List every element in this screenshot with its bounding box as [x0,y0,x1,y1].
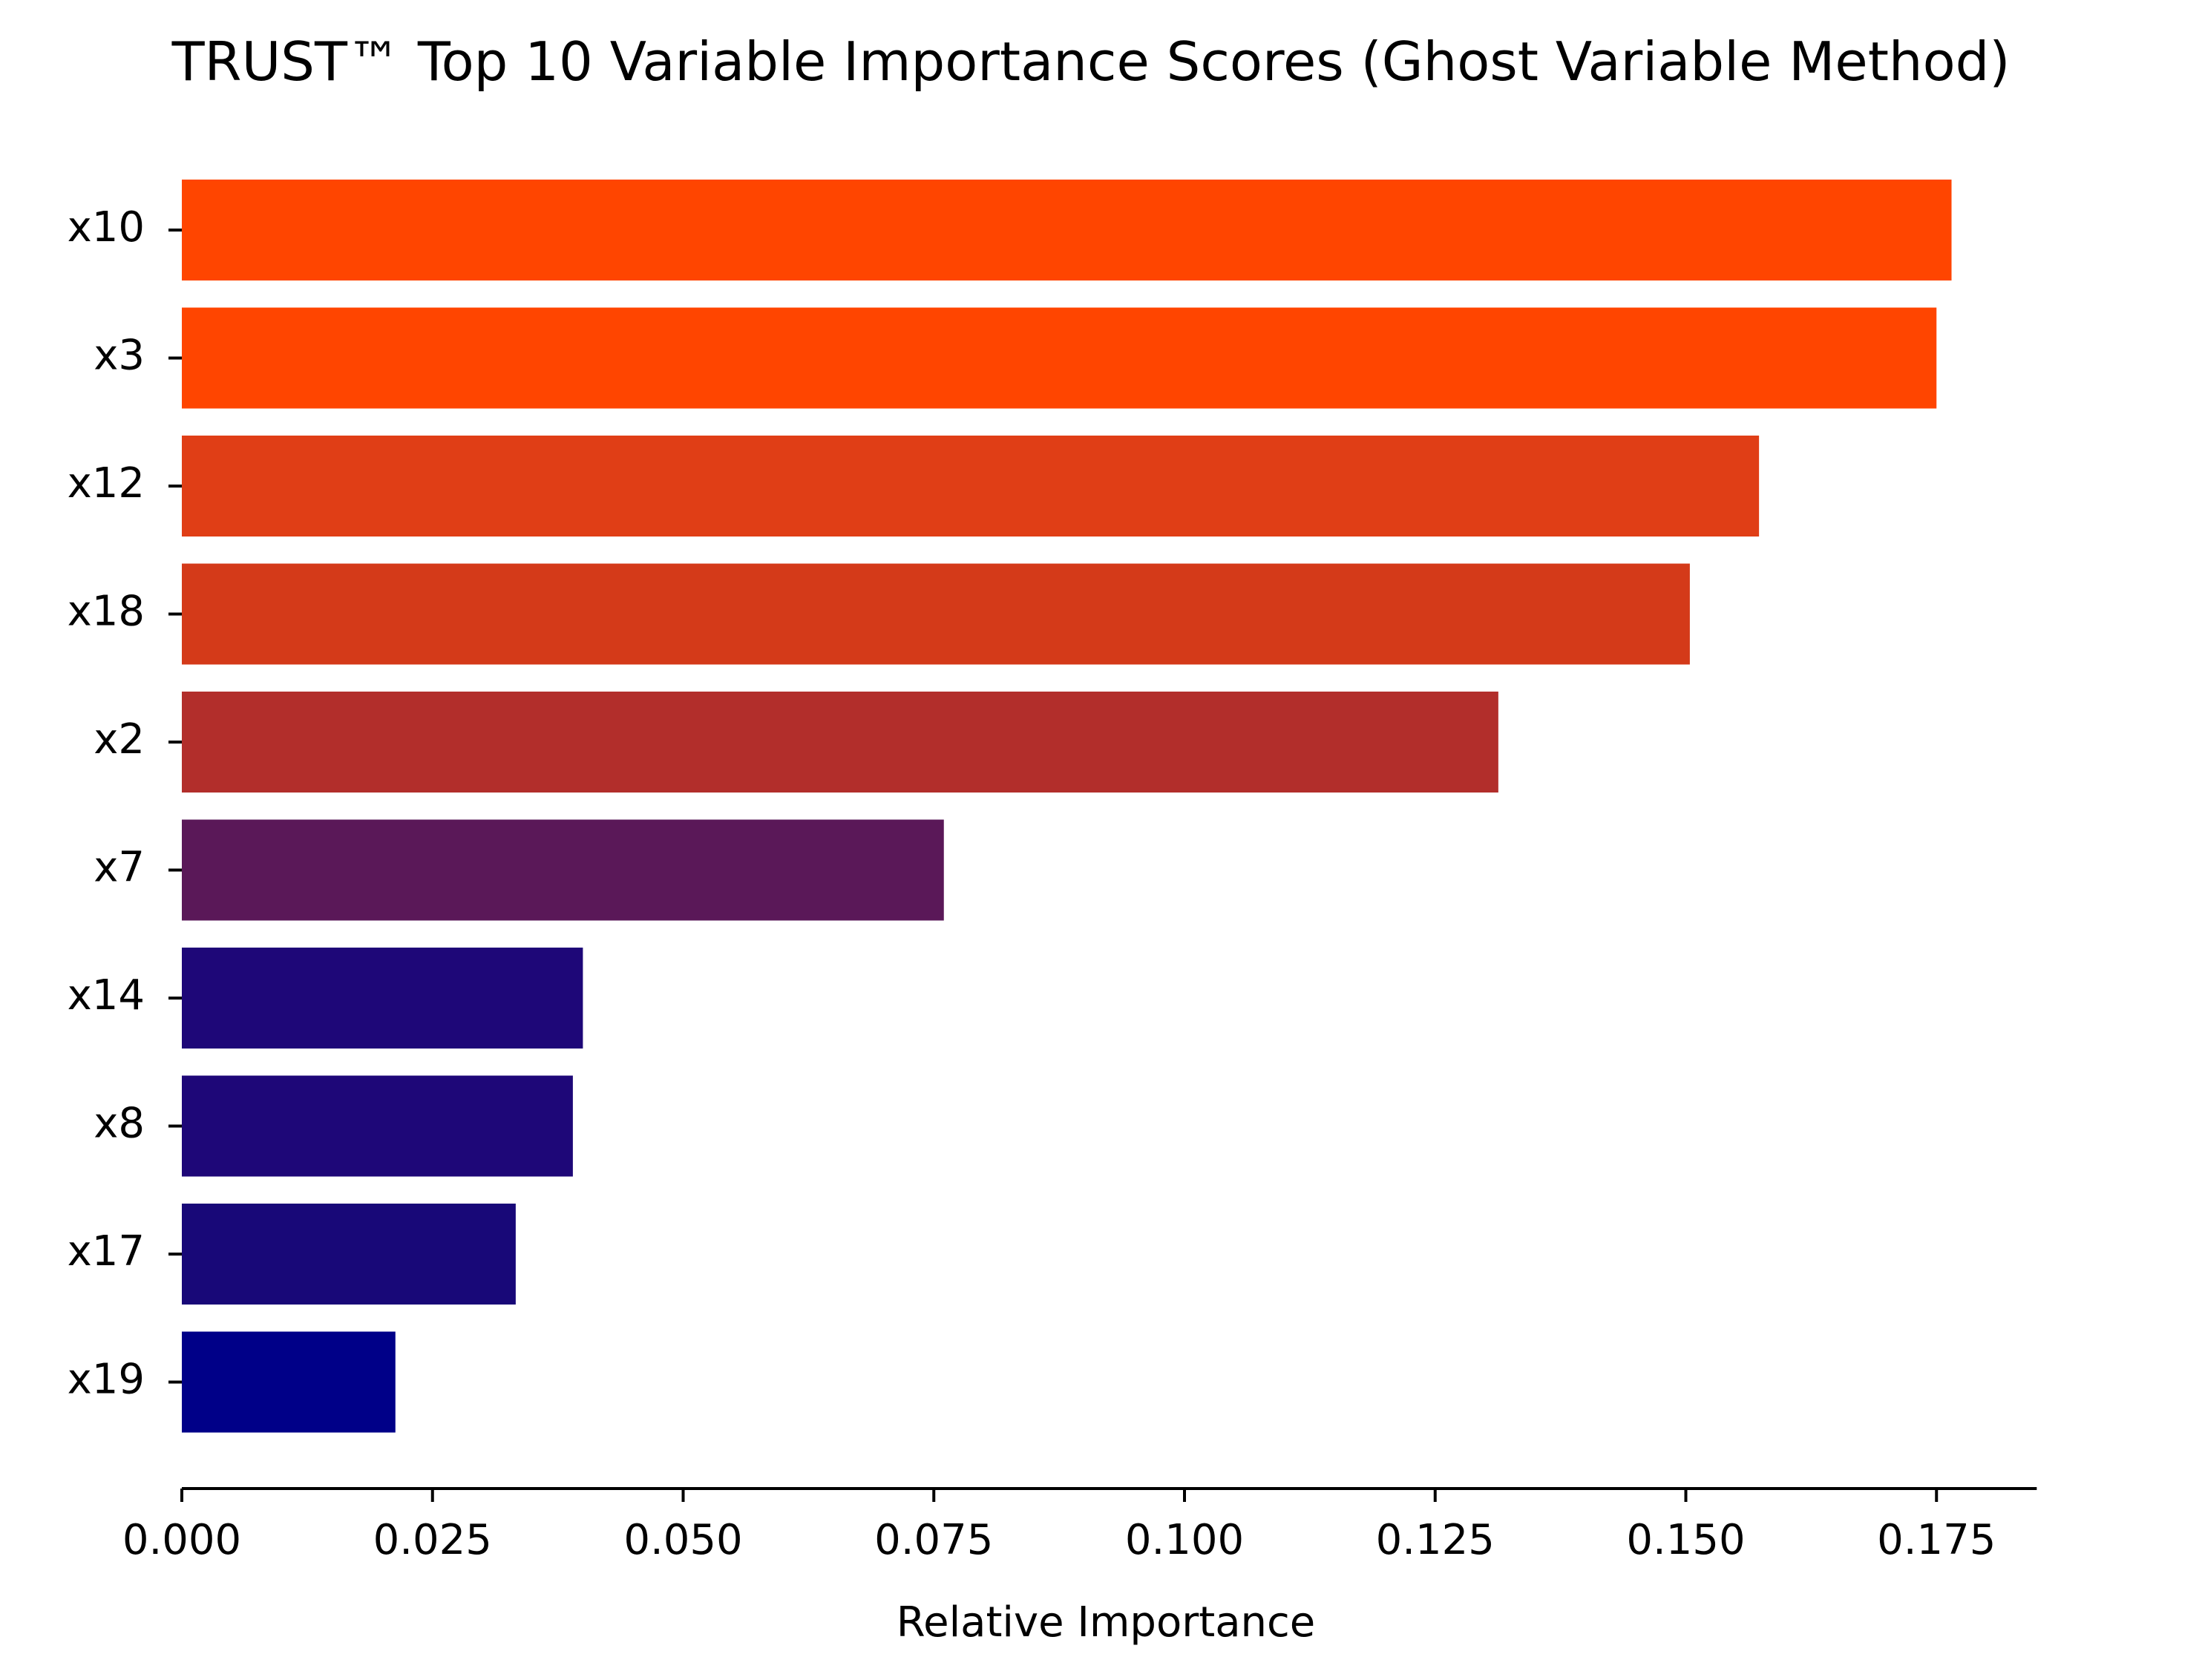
y-tick-label: x18 [68,588,145,636]
y-tick-label: x12 [68,459,145,508]
x-tick-label: 0.075 [874,1516,993,1564]
chart-title: TRUST™ Top 10 Variable Importance Scores… [171,30,2011,93]
x-tick-label: 0.100 [1125,1516,1244,1564]
bars-group [182,180,1952,1433]
bar-x3 [182,307,1937,409]
y-tick-label: x17 [68,1227,145,1276]
y-tick-label: x8 [94,1100,145,1148]
x-tick-label: 0.000 [122,1516,241,1564]
y-axis: x10 x3 x12 x18 x2 x7 x14 x8 x17 x19 [68,203,182,1404]
x-axis-label: Relative Importance [897,1598,1316,1647]
x-tick-label: 0.050 [623,1516,742,1564]
y-tick-label: x7 [94,844,145,892]
bar-x19 [182,1331,396,1433]
bar-x17 [182,1204,516,1305]
x-tick-label: 0.150 [1626,1516,1745,1564]
bar-x2 [182,692,1498,793]
x-tick-label: 0.025 [373,1516,492,1564]
x-tick-label: 0.175 [1877,1516,1996,1564]
x-axis: 0.000 0.025 0.050 0.075 0.100 0.125 0.150 0.175 [122,1487,2037,1564]
y-tick-label: x14 [68,971,145,1020]
bar-x12 [182,436,1760,537]
y-tick-label: x10 [68,203,145,252]
y-tick-label: x2 [94,715,145,764]
x-tick-label: 0.125 [1376,1516,1495,1564]
bar-x14 [182,948,583,1049]
bar-x10 [182,180,1952,280]
bar-x18 [182,563,1690,665]
bar-x8 [182,1075,573,1177]
y-tick-label: x19 [68,1356,145,1404]
y-tick-label: x3 [94,332,145,380]
bar-x7 [182,819,944,921]
